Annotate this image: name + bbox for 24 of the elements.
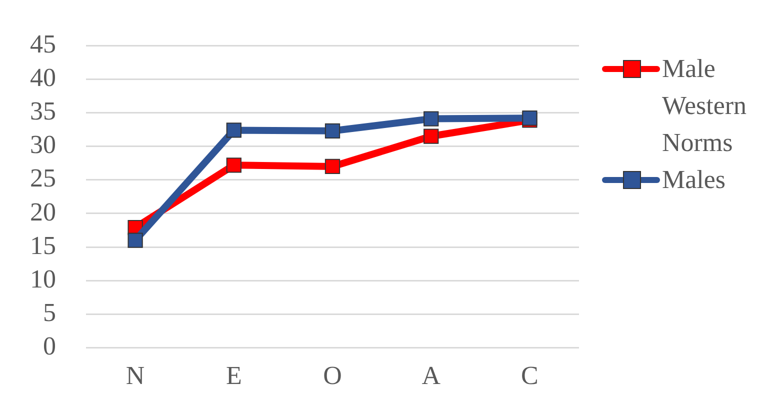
y-tick-label: 40 xyxy=(30,63,56,92)
point xyxy=(424,128,439,144)
x-tick-label: E xyxy=(226,361,242,390)
point xyxy=(226,158,242,173)
x-tick-label: C xyxy=(521,361,538,390)
x-tick-label: N xyxy=(126,361,145,390)
legend-label: Males xyxy=(662,164,727,196)
y-tick-label: 0 xyxy=(43,332,56,361)
point xyxy=(424,111,439,126)
y-tick-label: 5 xyxy=(43,298,56,328)
y-tick-label: 35 xyxy=(30,96,56,126)
y-tick-label: 30 xyxy=(30,130,56,160)
legend-label: Male Western Norms xyxy=(662,53,748,159)
point xyxy=(128,232,143,248)
point xyxy=(324,123,340,138)
y-tick-label: 15 xyxy=(30,230,56,260)
y-tick-label: 20 xyxy=(30,197,56,226)
y-tick-label: 45 xyxy=(30,29,56,58)
y-tick-label: 25 xyxy=(30,164,56,193)
y-tick-label: 10 xyxy=(30,264,56,294)
x-tick-label: O xyxy=(323,361,342,390)
point xyxy=(324,158,340,174)
point xyxy=(226,122,242,138)
x-tick-label: A xyxy=(422,361,441,390)
